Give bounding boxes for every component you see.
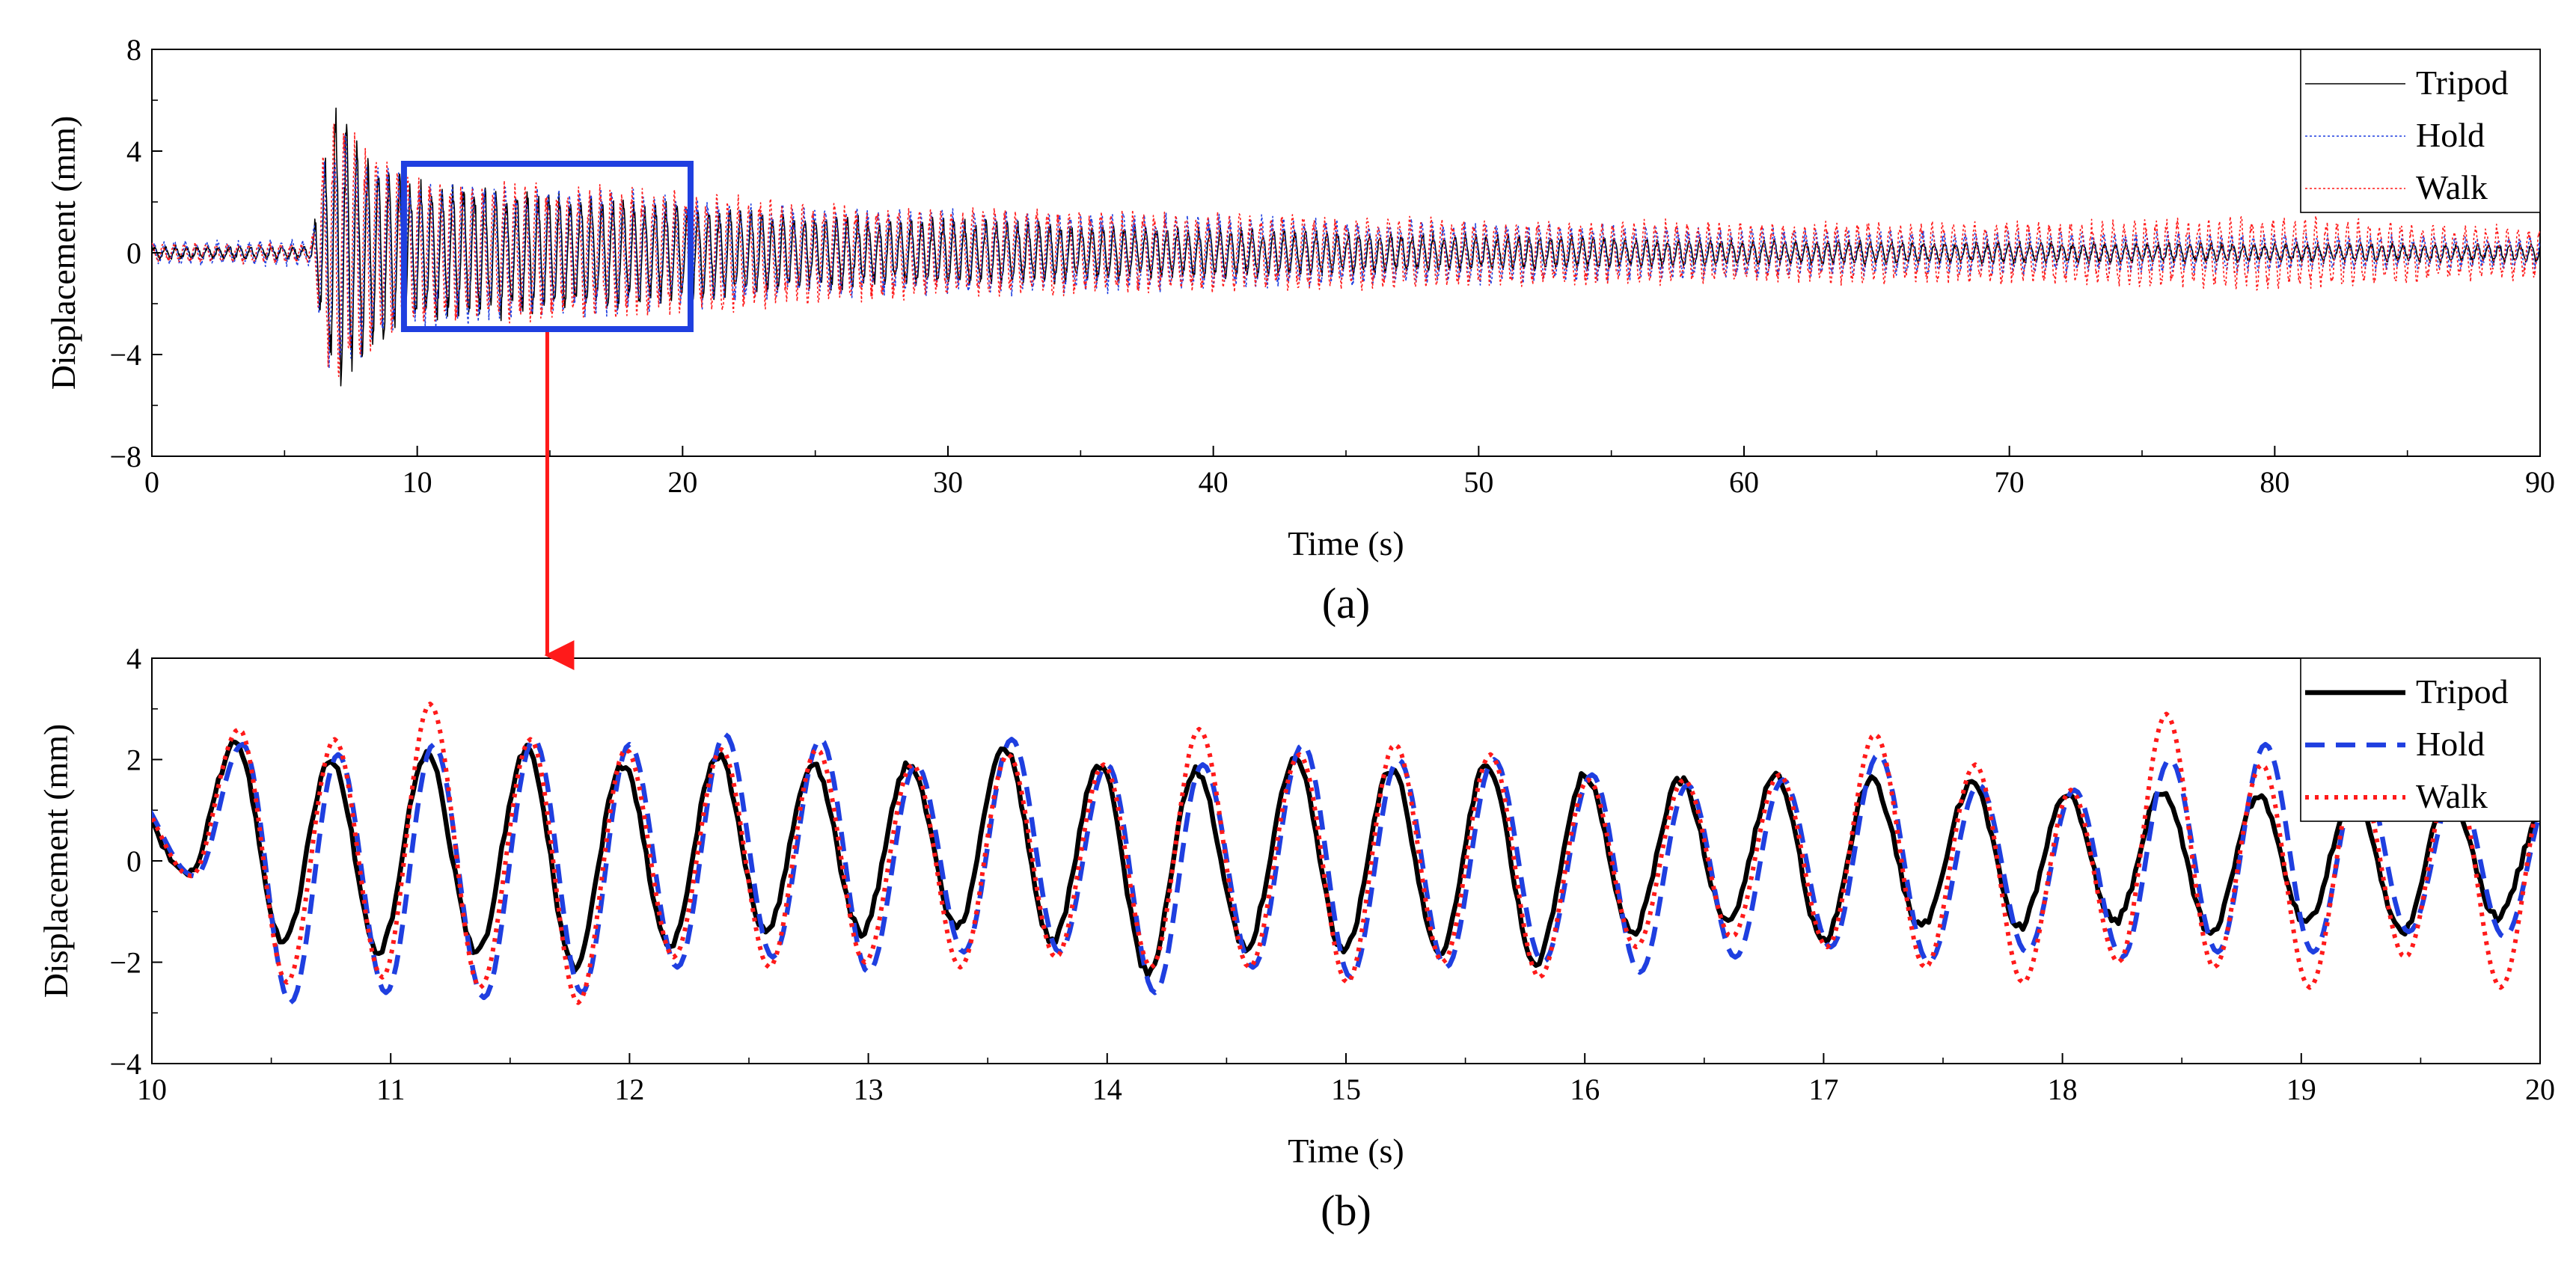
x-tick-label: 18 (2048, 1073, 2078, 1106)
legend-box (2300, 49, 2541, 213)
legend-label-walk: Walk (2416, 777, 2488, 815)
x-tick-label: 10 (403, 465, 432, 499)
x-tick-label: 13 (854, 1073, 884, 1106)
x-tick-label: 11 (376, 1073, 406, 1106)
series-group (152, 702, 2540, 1005)
y-tick-label: 2 (126, 743, 141, 777)
x-tick-label: 19 (2286, 1073, 2316, 1106)
legend: Tripod Hold Walk (2300, 657, 2541, 822)
x-tick-label: 17 (1808, 1073, 1838, 1106)
y-tick-label: 0 (126, 236, 141, 270)
panel-label: (a) (1322, 579, 1370, 628)
panel-a: 0 10 20 30 40 50 60 70 80 90 −8 −4 0 4 8 Time (s) Displa… (44, 33, 2555, 628)
plot-frame (151, 657, 2541, 1064)
zoom-box (400, 161, 694, 332)
x-tick-label: 60 (1729, 465, 1759, 499)
y-tick-label: −4 (109, 1047, 141, 1081)
x-axis-label: Time (s) (1288, 524, 1404, 562)
y-tick-label: 8 (126, 33, 141, 67)
series-line-walk (152, 123, 2540, 378)
x-tick-label: 80 (2260, 465, 2289, 499)
legend-label-tripod: Tripod (2416, 672, 2509, 711)
y-tick-label: 4 (126, 135, 141, 168)
y-tick-label: 4 (126, 642, 141, 675)
series-line-tripod (152, 739, 2540, 979)
y-tick-label: −2 (109, 946, 141, 980)
legend-label-walk: Walk (2416, 168, 2488, 206)
legend: Tripod Hold Walk (2300, 49, 2541, 213)
x-tick-label: 70 (1995, 465, 2025, 499)
panel-b: 10 11 12 13 14 15 16 17 18 19 20 −4 −2 0 2 4 Time (s) Dis… (37, 642, 2555, 1235)
y-tick-label: −4 (109, 338, 141, 372)
legend-label-tripod: Tripod (2416, 64, 2509, 102)
x-tick-label: 15 (1331, 1073, 1361, 1106)
y-axis-label: Displacement (mm) (44, 116, 82, 390)
panel-label: (b) (1321, 1186, 1371, 1235)
legend-box (2300, 657, 2541, 822)
x-tick-label: 14 (1092, 1073, 1122, 1106)
series-group (152, 107, 2540, 387)
y-tick-label: 0 (126, 844, 141, 878)
y-tick-label: −8 (109, 440, 141, 473)
x-tick-label: 12 (614, 1073, 644, 1106)
legend-label-hold: Hold (2416, 725, 2485, 763)
x-tick-label: 10 (137, 1073, 167, 1106)
y-axis-label: Displacement (mm) (37, 724, 75, 999)
series-line-walk (152, 702, 2540, 1005)
x-tick-label: 0 (144, 465, 159, 499)
x-tick-label: 90 (2525, 465, 2555, 499)
series-line-tripod (152, 107, 2540, 387)
legend-label-hold: Hold (2416, 116, 2485, 154)
x-tick-label: 20 (2525, 1073, 2555, 1106)
x-tick-label: 30 (933, 465, 963, 499)
x-tick-label: 40 (1199, 465, 1229, 499)
x-axis-label: Time (s) (1288, 1132, 1404, 1170)
x-tick-label: 20 (667, 465, 697, 499)
x-tick-label: 16 (1570, 1073, 1600, 1106)
x-tick-label: 50 (1463, 465, 1493, 499)
